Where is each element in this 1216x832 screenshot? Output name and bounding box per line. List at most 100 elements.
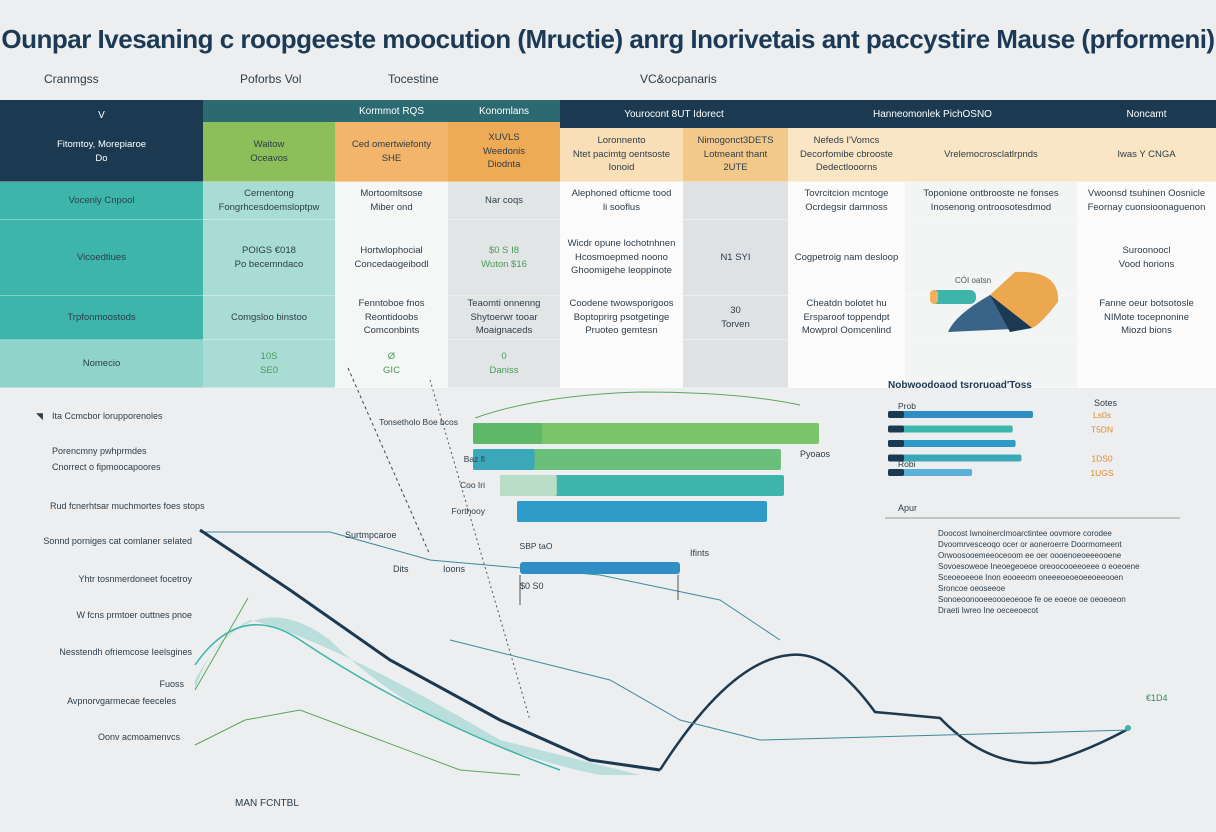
bar-segment [473, 423, 543, 444]
right-bar-cap [888, 469, 904, 476]
bar [473, 423, 819, 444]
note-item: Dvoomrvesceoqo ocer or aoneroerre Doormo… [938, 540, 1122, 549]
right-bar-cap [888, 440, 904, 447]
note-item: Sceoeoeeoe Inon eooeeom oneeeoeoeoeeoeeo… [938, 573, 1124, 582]
series-green [194, 709, 521, 776]
right-bar-value: Ls0s [1093, 410, 1111, 420]
bar-annotation: Surtmpcaroe [345, 530, 397, 540]
table-cell: 30 Torven [683, 296, 788, 340]
table-cell [683, 340, 788, 388]
bar-label: Tonsetholo Boe bcos [379, 417, 458, 427]
bar [517, 501, 767, 522]
bar-annotation: Ioons [443, 564, 466, 574]
table-cell [560, 340, 683, 388]
table-cell: N1 SYI [683, 220, 788, 296]
table-cell: Suroonoocl Vood horions [1077, 220, 1216, 296]
header-cell: Nimogonct3DETS Lotmeant thant 2UTE [683, 128, 788, 182]
table-cell: Mortoomltsose Miber ond [335, 182, 448, 220]
band-label-c4: Yourocont 8UT Idorect [560, 100, 788, 128]
right-bar-label: Prob [898, 401, 916, 411]
legend-item-3: Cnorrect o fipmoocapoores [52, 462, 161, 472]
header-cell: Waitow Oceavos [203, 122, 335, 182]
table-cell: Cheatdn bolotet hu Ersparoof toppendpt M… [788, 296, 905, 340]
table-cell: Tovrcitcion mcntoge Ocrdegsir damnoss [788, 182, 905, 220]
bar-annotation: Pyoaos [800, 449, 831, 459]
right-bar-value: 1DS0 [1091, 454, 1113, 464]
table-cell: Teaomti onnenng Shytoerwr tooar Moaignac… [448, 296, 560, 340]
subheader-4: VC&ocpanaris [640, 72, 717, 86]
table-cell [683, 182, 788, 220]
header-cell: Ced omertwiefonty SHE [335, 122, 448, 182]
right-bar [888, 425, 1013, 433]
axis-label: Yhtr tosnmerdoneet focetroy [78, 574, 192, 584]
legend-icon-flag: ◥ [36, 411, 43, 421]
bar [473, 449, 781, 470]
table-cell [1077, 340, 1216, 388]
axis-label: Oonv acmoamenvcs [97, 732, 180, 742]
pie-label: CÓI oatsn [955, 276, 991, 285]
header-cell: Vrelemocrosclatlrpnds [905, 128, 1077, 182]
note-item: Sonoeoonooeeoooeoeooe fe oe eoeoe oe oeo… [938, 595, 1126, 604]
band-label-c8: Noncamt [1077, 100, 1216, 128]
tick-lines [519, 575, 679, 605]
bar-chart-right: Prob Ls0s T5DN 1DS0 Robi 1UGS [888, 401, 1114, 478]
pie-slice-orange [990, 271, 1059, 328]
bar-segment [500, 475, 557, 496]
header-cell: Fitomtoy, Morepiaroe Do [0, 122, 203, 182]
note-item: Sovoesoweoe Ineoegeoeoe oreoocooeeoeee o… [938, 562, 1140, 571]
band-label-c6: Hanneomonlek PichOSNO [788, 100, 1077, 128]
note-item: Doocost Iwnoinerclmoarctintee oovmore co… [938, 529, 1112, 538]
table-cell: $0 S I8 Wuton $16 [448, 220, 560, 296]
table-cell: Hortwlophocial Concedaogeibodl [335, 220, 448, 296]
series-right [658, 653, 1131, 771]
right-bar-cap [888, 411, 904, 418]
table-cell: Cernentong Fongrhcesdoemsloptpw [203, 182, 335, 220]
header-cell: XUVLS Weedonis Diodnta [448, 122, 560, 182]
small-bar [520, 562, 680, 574]
axis-label: Sonnd porniges cat comlaner selated [43, 536, 192, 546]
row-header: Trpfonmoostods [0, 296, 203, 340]
right-bar-value: 1UGS [1090, 468, 1113, 478]
pie-slice-navy [990, 295, 1032, 332]
table-cell: Alephoned ofticme tood li sooflus [560, 182, 683, 220]
table-cell: Fenntoboe fnos Reontidoobs Comconbints [335, 296, 448, 340]
bar-segment [473, 449, 535, 470]
bar [500, 475, 784, 496]
line-value: €1D4 [1146, 693, 1168, 703]
table-cell [905, 340, 1077, 388]
header-cell: Iwas Y CNGA [1077, 128, 1216, 182]
table-cell: Fanne oeur botsotosle NIMote tocepnonine… [1077, 296, 1216, 340]
band-label-c2: Kormmot RQS [358, 105, 424, 117]
axis-label: Fuoss [159, 679, 184, 689]
row-header: Vocenly Cnpool [0, 182, 203, 220]
axis-label: Avpnorvgarmecae feeceles [67, 696, 176, 706]
subheader-1: Cranmgss [44, 72, 99, 86]
axis-label: W fcns prmtoer outtnes pnoe [76, 610, 192, 620]
left-heading: Rud fcnerhtsar muchmortes foes stops [50, 501, 205, 511]
guide-line [429, 379, 531, 721]
bar-label: Coo Iri [460, 480, 485, 490]
table-cell: Ø GIC [335, 340, 448, 388]
header-cell: Nefeds I'Vomcs Decorfomibe cbrooste Dede… [788, 128, 905, 182]
band-label-c3: Konomlans [478, 105, 530, 117]
bar-segment [517, 501, 567, 522]
bar-label: SBP taO [520, 541, 553, 551]
table-cell [788, 340, 905, 388]
right-bar [888, 440, 1016, 447]
note-item: Draeti Iwreo Ine oeceeoecot [938, 606, 1039, 615]
subheader-3: Tocestine [388, 72, 439, 86]
table-cell: 10S SE0 [203, 340, 335, 388]
series-navy [199, 528, 661, 772]
bar-annotation: Dits [393, 564, 409, 574]
right-bar [888, 454, 1022, 462]
table-cell: 0 Daniss [448, 340, 560, 388]
row-header: Nomecio [0, 340, 203, 388]
header-cell: Loronnento Ntet pacimtg oentsoste Ionoid [560, 128, 683, 182]
extra-label: Apur [898, 503, 918, 513]
bar-annotation: Ifints [690, 548, 710, 558]
area-band [195, 617, 640, 775]
right-chart-title: Nobwoodoaod tsroruoad'Toss [888, 380, 1032, 391]
pie-chart [930, 271, 1059, 332]
guide-line [347, 367, 431, 556]
right-bar [888, 469, 973, 476]
